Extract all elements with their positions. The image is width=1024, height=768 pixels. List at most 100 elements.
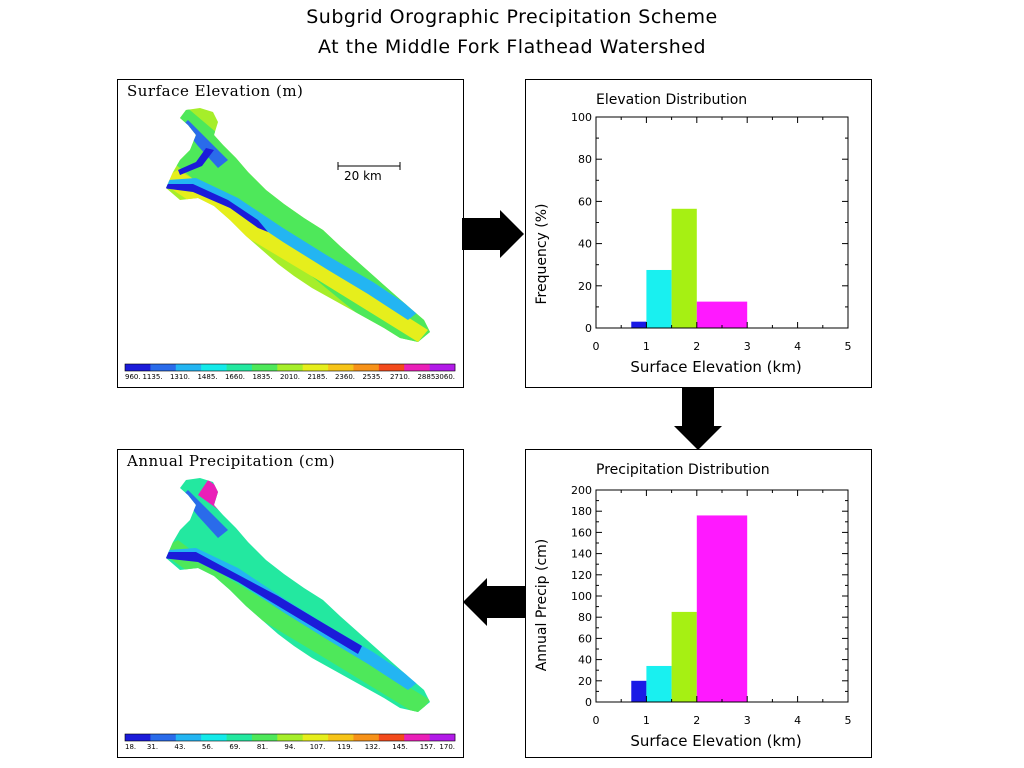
histogram-bar: [646, 665, 672, 702]
y-axis-label: Annual Precip (cm): [534, 539, 550, 672]
chart-title: Elevation Distribution: [596, 92, 747, 108]
x-tick-label: 5: [845, 714, 852, 727]
precipitation-map-panel: Annual Precipitation (cm) 18. 31. 43. 56. 69…: [117, 449, 464, 758]
precipitation-colorbar-swatch: [226, 734, 253, 741]
precipitation-colorbar-swatch: [201, 734, 227, 741]
elevation-colorbar-label: 1310.: [170, 373, 190, 381]
precipitation-colorbar-swatch: [353, 734, 380, 741]
elevation-map-title: Surface Elevation (m): [127, 82, 304, 100]
elevation-colorbar-label: 1135.: [142, 373, 162, 381]
arrow-down-icon: [674, 388, 722, 450]
precipitation-map-terrain: [166, 478, 430, 712]
y-tick-label: 60: [578, 195, 592, 208]
elevation-colorbar-label: 1835.: [252, 373, 272, 381]
elevation-colorbar-swatch: [251, 364, 278, 371]
precipitation-colorbar-swatch: [404, 734, 430, 741]
y-tick-label: 200: [571, 484, 592, 497]
x-tick-label: 2: [693, 714, 700, 727]
x-tick-label: 5: [845, 340, 852, 353]
elevation-colorbar-swatch: [353, 364, 380, 371]
y-tick-label: 80: [578, 611, 592, 624]
elevation-colorbar-label: 1660.: [225, 373, 245, 381]
elevation-colorbar-label: 3060.: [435, 373, 455, 381]
precipitation-colorbar-label: 94.: [284, 743, 295, 751]
elevation-colorbar-label: 2360.: [335, 373, 355, 381]
precipitation-colorbar-swatch: [328, 734, 354, 741]
x-axis-label: Surface Elevation (km): [630, 358, 801, 376]
histogram-bar: [671, 208, 697, 328]
precipitation-colorbar-label: 145.: [392, 743, 408, 751]
precipitation-colorbar-label: 43.: [174, 743, 185, 751]
elevation-distribution-chart: Elevation Distribution Surface Elevation…: [534, 92, 852, 376]
y-tick-label: 20: [578, 280, 592, 293]
histogram-bar: [696, 301, 748, 328]
histogram-bar: [671, 611, 697, 702]
y-tick-label: 20: [578, 675, 592, 688]
elevation-colorbar-swatch: [328, 364, 354, 371]
precipitation-colorbar-label: 18.: [125, 743, 136, 751]
precipitation-colorbar-swatch: [175, 734, 202, 741]
x-tick-label: 1: [643, 714, 650, 727]
y-tick-label: 40: [578, 654, 592, 667]
elevation-colorbar-frame: [124, 363, 456, 372]
y-tick-label: 140: [571, 548, 592, 561]
elevation-colorbar-label: 2710.: [390, 373, 410, 381]
y-axis-label: Frequency (%): [534, 203, 550, 304]
precipitation-map-svg: 18. 31. 43. 56. 69. 81. 94. 107. 119. 132. 145. 157…: [124, 478, 456, 751]
histogram-bar: [631, 321, 647, 328]
elevation-map-panel: Surface Elevation (m) 20 km 960. 1135. 131…: [117, 79, 464, 388]
elevation-colorbar-label: 2885.: [417, 373, 437, 381]
elevation-colorbar-label: 2185.: [307, 373, 327, 381]
histogram-bar: [631, 680, 647, 702]
precipitation-colorbar-swatch: [429, 734, 456, 741]
precipitation-colorbar-swatch: [125, 734, 151, 741]
elevation-colorbar-swatch: [429, 364, 456, 371]
y-tick-label: 80: [578, 153, 592, 166]
elevation-colorbar-label: 960.: [125, 373, 141, 381]
scale-bar: 20 km: [337, 162, 401, 183]
plot-frame: [595, 116, 849, 329]
elevation-colorbar-label: 2010.: [280, 373, 300, 381]
figure-title-line-2: At the Middle Fork Flathead Watershed: [317, 36, 707, 58]
x-tick-label: 3: [744, 340, 751, 353]
y-tick-label: 0: [585, 696, 592, 709]
precipitation-colorbar: 18. 31. 43. 56. 69. 81. 94. 107. 119. 132. 145. 157…: [124, 733, 456, 751]
elevation-map-svg: 20 km 960. 1135. 1310. 1485. 1660. 1835. 2010.…: [124, 108, 456, 381]
precipitation-distribution-chart: Precipitation Distribution Surface Eleva…: [534, 462, 852, 750]
histogram-bar: [696, 515, 748, 702]
y-tick-label: 180: [571, 505, 592, 518]
precipitation-colorbar-swatch: [302, 734, 329, 741]
precipitation-map-title: Annual Precipitation (cm): [127, 452, 336, 470]
precipitation-colorbar-frame: [124, 733, 456, 742]
elevation-colorbar-swatch: [378, 364, 405, 371]
precipitation-colorbar-label: 132.: [365, 743, 381, 751]
elevation-colorbar-swatch: [277, 364, 303, 371]
precipitation-colorbar-swatch: [150, 734, 177, 741]
x-tick-label: 0: [593, 714, 600, 727]
arrow-right-icon: [462, 210, 524, 258]
elevation-colorbar: 960. 1135. 1310. 1485. 1660. 1835. 2010. 2185. 2…: [124, 363, 456, 381]
precipitation-colorbar-swatch: [251, 734, 278, 741]
x-tick-label: 2: [693, 340, 700, 353]
precipitation-colorbar-label: 119.: [337, 743, 353, 751]
elevation-colorbar-label: 2535.: [362, 373, 382, 381]
elevation-map-terrain: [166, 108, 430, 342]
precipitation-colorbar-label: 107.: [310, 743, 326, 751]
x-tick-label: 4: [794, 714, 801, 727]
scale-bar-label: 20 km: [344, 169, 382, 183]
x-tick-label: 4: [794, 340, 801, 353]
precipitation-colorbar-swatch: [277, 734, 303, 741]
arrow-left-icon: [463, 578, 525, 626]
precipitation-colorbar-label: 31.: [147, 743, 158, 751]
elevation-colorbar-label: 1485.: [197, 373, 217, 381]
precipitation-colorbar-swatch: [378, 734, 405, 741]
elevation-colorbar-swatch: [226, 364, 253, 371]
y-tick-label: 40: [578, 238, 592, 251]
histogram-bar: [646, 269, 672, 328]
precipitation-colorbar-label: 81.: [257, 743, 268, 751]
y-tick-label: 0: [585, 322, 592, 335]
elevation-colorbar-swatch: [125, 364, 151, 371]
y-tick-label: 160: [571, 526, 592, 539]
x-axis-label: Surface Elevation (km): [630, 732, 801, 750]
elevation-colorbar-swatch: [201, 364, 227, 371]
